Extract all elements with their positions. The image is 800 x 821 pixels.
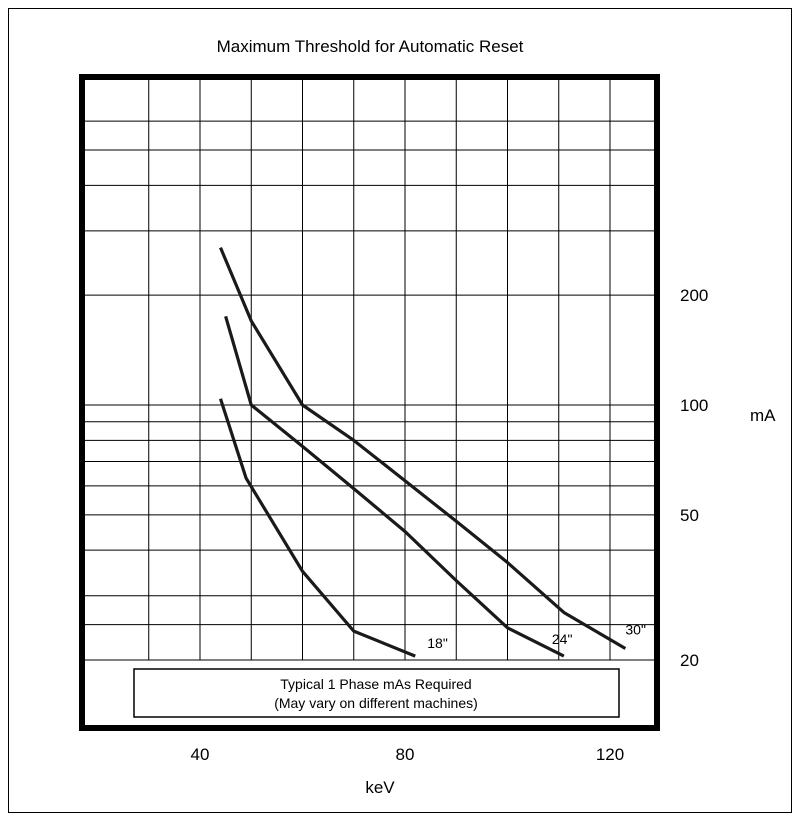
series-label: 24": [552, 631, 573, 647]
x-axis-label: keV: [365, 778, 395, 797]
y-tick-label: 20: [680, 651, 699, 670]
x-tick-labels: 40 80 120: [191, 745, 625, 764]
annotation-line-1: Typical 1 Phase mAs Required: [280, 676, 471, 692]
y-axis-label: mA: [750, 406, 776, 425]
series-label: 18": [427, 635, 448, 651]
series-labels: 18" 24" 30": [427, 622, 646, 652]
y-tick-label: 50: [680, 506, 699, 525]
x-tick-label: 80: [396, 745, 415, 764]
y-tick-label: 100: [680, 396, 708, 415]
series-line: [218, 398, 416, 658]
y-tick-label: 200: [680, 286, 708, 305]
series-line: [224, 315, 565, 658]
annotation-rect: [133, 668, 620, 718]
horizontal-gridlines: [82, 120, 657, 661]
chart-title: Maximum Threshold for Automatic Reset: [217, 37, 524, 56]
y-tick-labels: 20 50 100 200: [680, 286, 708, 670]
annotation-box: Typical 1 Phase mAs Required (May vary o…: [133, 668, 620, 718]
x-tick-label: 120: [596, 745, 624, 764]
x-tick-label: 40: [191, 745, 210, 764]
vertical-gridlines: [148, 77, 611, 660]
chart-frame: [8, 8, 792, 813]
annotation-line-2: (May vary on different machines): [274, 695, 478, 711]
series-label: 30": [625, 622, 646, 638]
series-line: [219, 247, 627, 650]
series-lines: [218, 247, 627, 658]
plot-border: [79, 74, 660, 731]
